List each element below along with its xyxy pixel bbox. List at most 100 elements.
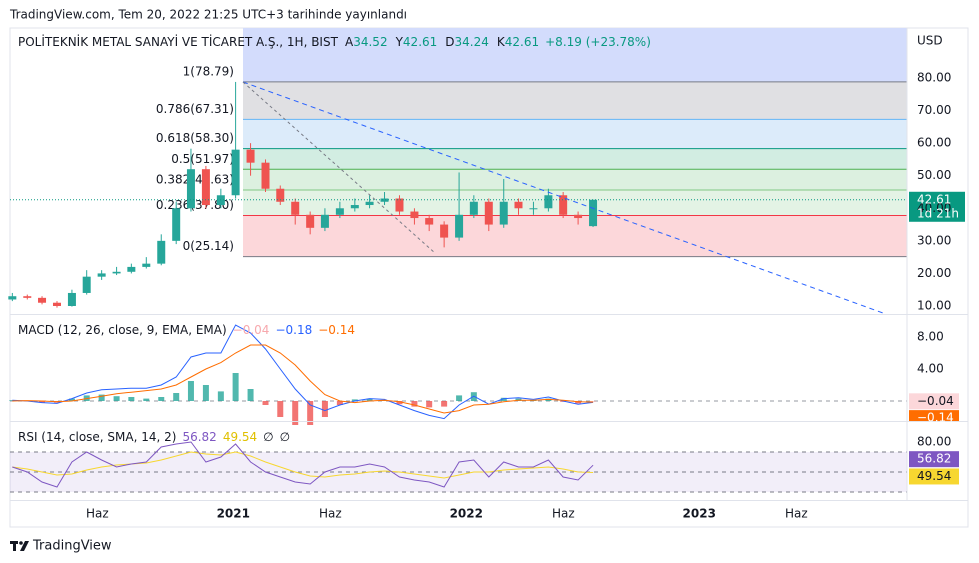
histogram-bar	[187, 381, 194, 401]
ohlc-letter: A	[345, 35, 354, 49]
fib-label: 0.786(67.31)	[156, 102, 234, 116]
candle-body	[291, 201, 300, 215]
rsi-legend: RSI (14, close, SMA, 14, 2) 56.82 49.54 ∅ ∅	[18, 430, 290, 444]
histogram-bar	[292, 401, 299, 425]
macd-value: −0.18	[275, 323, 312, 337]
candle-body	[172, 208, 181, 241]
y-tick-label: 80.00	[917, 70, 951, 84]
histogram-bar	[232, 373, 239, 401]
fib-label: 0.382(45.63)	[156, 172, 234, 186]
candle-body	[559, 195, 568, 215]
candle-body	[589, 199, 598, 227]
y-tick-label: 70.00	[917, 103, 951, 117]
x-tick-label: 2021	[217, 507, 250, 521]
candle-body	[350, 205, 359, 209]
histogram-bar	[500, 397, 507, 401]
ohlc-letter: D	[445, 35, 454, 49]
y-tick-label: 40.00	[917, 201, 951, 215]
candle-body	[127, 266, 136, 272]
histogram-axis-label: −0.04	[917, 394, 954, 408]
ohlc-letter: K	[497, 35, 506, 49]
histogram-bar	[441, 401, 448, 407]
candle-body	[395, 198, 404, 212]
fib-top-fill	[243, 28, 907, 82]
macd-legend: MACD (12, 26, close, 9, EMA, EMA) −0.04 −0…	[18, 323, 355, 337]
histogram-bar	[39, 401, 46, 403]
histogram-bar	[128, 397, 135, 401]
ohlc-value: 34.24	[455, 35, 489, 49]
histogram-bar	[366, 398, 373, 401]
price-change: +8.19 (+23.78%)	[545, 35, 651, 49]
x-tick-label: Haz	[86, 507, 109, 521]
candle-body	[201, 169, 210, 206]
histogram-bar	[247, 389, 254, 401]
candle-body	[365, 201, 374, 206]
candle-body	[23, 296, 32, 298]
y-tick-label: 8.00	[917, 330, 944, 344]
histogram-bar	[307, 401, 314, 425]
fib-band	[243, 119, 907, 149]
candle-body	[335, 208, 344, 215]
macd-title: MACD (12, 26, close, 9, EMA, EMA)	[18, 323, 227, 337]
fib-label: 0.618(58.30)	[156, 131, 234, 145]
symbol-title: POLİTEKNİK METAL SANAYİ VE TİCARET A.Ş.,…	[18, 34, 339, 49]
x-tick-label: Haz	[552, 507, 575, 521]
candle-body	[38, 297, 47, 303]
y-tick-label: 80.00	[917, 435, 951, 449]
currency: USD	[917, 34, 943, 48]
ohlc-value: 42.61	[403, 35, 437, 49]
countdown: 1d 21h	[917, 206, 959, 220]
sma-box	[909, 468, 959, 485]
signal-value: −0.14	[318, 323, 355, 337]
x-tick-label: Haz	[785, 507, 808, 521]
fib-band	[243, 148, 907, 170]
candle-body	[574, 214, 583, 219]
extra-value: ∅	[263, 430, 273, 444]
sma-axis-label: 49.54	[917, 469, 951, 483]
last-price-box	[909, 191, 965, 222]
candle-body	[186, 169, 195, 209]
y-tick-label: 20.00	[917, 266, 951, 280]
y-tick-label: 60.00	[917, 136, 951, 150]
last-price-label: 42.61	[917, 192, 951, 206]
histogram-bar	[173, 393, 180, 401]
candle-body	[112, 271, 121, 274]
histogram-bar	[202, 385, 209, 401]
rsi-line	[12, 441, 594, 488]
trend-line	[242, 81, 884, 314]
candle-body	[8, 296, 17, 300]
histogram-bar	[158, 397, 165, 401]
candle-body	[97, 273, 106, 277]
ohlc-letter: Y	[395, 35, 404, 49]
candle-body	[306, 214, 315, 228]
histogram-bar	[321, 401, 328, 417]
x-tick-label: 2022	[450, 507, 483, 521]
candle-body	[320, 214, 329, 228]
candle-body	[67, 292, 76, 306]
candle-body	[499, 201, 508, 225]
histogram-value: −0.04	[233, 323, 270, 337]
histogram-bar	[68, 398, 75, 401]
fib-band	[243, 215, 907, 257]
published-note: TradingView.com, Tem 20, 2022 21:25 UTC+…	[9, 8, 407, 22]
fib-label: 0(25.14)	[183, 239, 234, 253]
candle-body	[425, 218, 434, 225]
histogram-bar	[277, 401, 284, 417]
rsi-title: RSI (14, close, SMA, 14, 2)	[18, 430, 176, 444]
histogram-bar	[217, 391, 224, 401]
fib-trend	[242, 81, 436, 254]
candle-body	[529, 208, 538, 210]
histogram-box	[909, 393, 959, 410]
histogram-bar	[262, 401, 269, 405]
histogram-bar	[396, 401, 403, 405]
y-tick-label: 50.00	[917, 168, 951, 182]
fib-band	[243, 189, 907, 216]
candle-body	[514, 201, 523, 209]
signal-axis-label: −0.14	[917, 411, 954, 425]
brand: TradingView	[32, 539, 112, 554]
sma-value: 49.54	[223, 430, 257, 444]
candle-body	[246, 149, 255, 163]
histogram-bar	[336, 401, 343, 405]
